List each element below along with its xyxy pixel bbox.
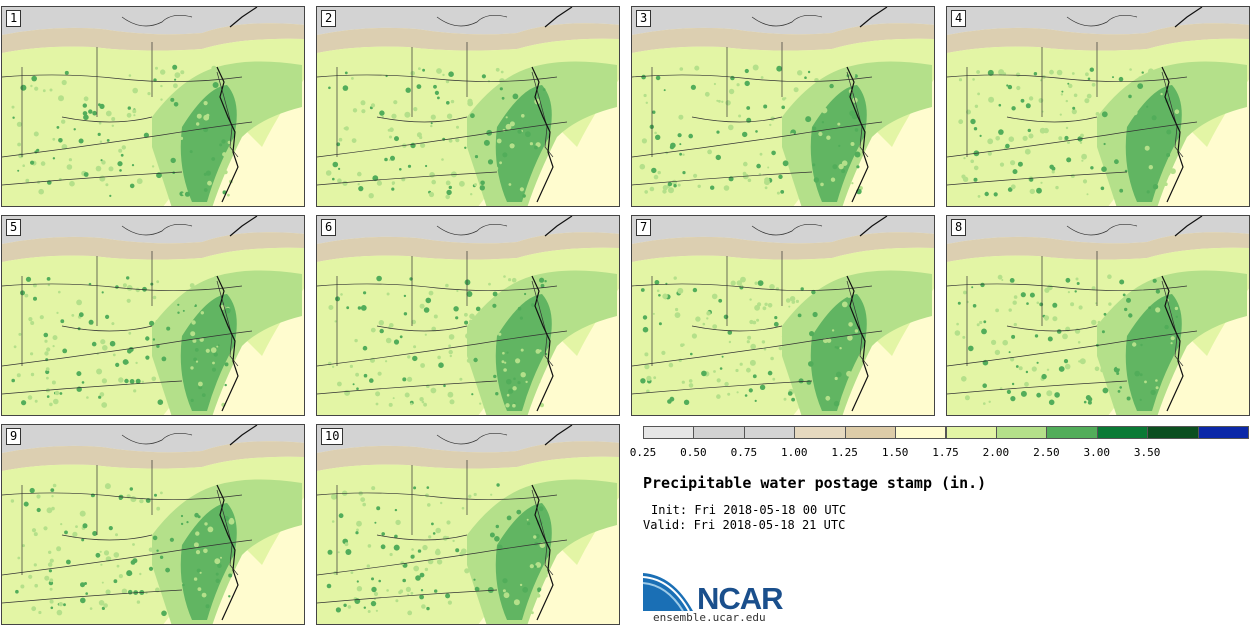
colorbar xyxy=(643,426,1249,440)
panel-number: 5 xyxy=(6,219,22,236)
colorbar-segment xyxy=(794,426,846,439)
colorbar-tick: 2.00 xyxy=(982,446,1010,459)
colorbar-segment xyxy=(1096,426,1149,439)
colorbar-segment xyxy=(693,426,745,439)
colorbar-tick: 3.00 xyxy=(1083,446,1111,459)
panel-number: 6 xyxy=(321,219,337,236)
colorbar-tick: 2.50 xyxy=(1033,446,1060,459)
panel-number: 3 xyxy=(636,10,652,27)
panel-number: 9 xyxy=(6,428,22,445)
map-panel-3: 3 xyxy=(631,6,935,207)
panel-number: 10 xyxy=(321,428,344,445)
precip-field xyxy=(947,7,1249,206)
valid-time: Valid: Fri 2018-05-18 21 UTC xyxy=(643,518,846,532)
map-panel-7: 7 xyxy=(631,215,935,416)
map-panel-9: 9 xyxy=(1,424,305,625)
map-panel-4: 4 xyxy=(946,6,1250,207)
map-panel-6: 6 xyxy=(316,215,620,416)
panel-number: 2 xyxy=(321,10,337,27)
precip-field xyxy=(2,425,304,624)
colorbar-tick: 3.50 xyxy=(1133,446,1161,459)
map-panel-8: 8 xyxy=(946,215,1250,416)
colorbar-tick: 0.50 xyxy=(680,446,707,459)
colorbar-tick: 1.50 xyxy=(881,446,909,459)
init-time: Init: Fri 2018-05-18 00 UTC xyxy=(651,503,847,517)
precip-field xyxy=(632,216,934,415)
panel-number: 4 xyxy=(951,10,967,27)
map-panel-5: 5 xyxy=(1,215,305,416)
ncar-wordmark: NCAR xyxy=(697,581,784,616)
panel-number: 1 xyxy=(6,10,22,27)
map-panel-10: 10 xyxy=(316,424,620,625)
precip-field xyxy=(317,425,619,624)
colorbar-tick: 1.00 xyxy=(781,446,808,459)
precip-field xyxy=(2,7,304,206)
colorbar-segment xyxy=(743,426,796,439)
colorbar-tick: 0.75 xyxy=(730,446,758,459)
map-panel-1: 1 xyxy=(1,6,305,207)
map-panel-2: 2 xyxy=(316,6,620,207)
precip-field xyxy=(2,216,304,415)
colorbar-segment xyxy=(1147,426,1199,439)
precip-field xyxy=(317,7,619,206)
colorbar-tick: 1.75 xyxy=(932,446,959,459)
colorbar-segment xyxy=(1046,426,1098,439)
colorbar-tick: 0.25 xyxy=(629,446,657,459)
panel-number: 7 xyxy=(636,219,652,236)
ncar-logo-icon xyxy=(643,573,693,612)
colorbar-tick: 1.25 xyxy=(831,446,858,459)
precip-field xyxy=(632,7,934,206)
colorbar-segment xyxy=(844,426,897,439)
precip-field xyxy=(317,216,619,415)
colorbar-segment xyxy=(1197,426,1249,439)
colorbar-segment xyxy=(895,426,947,439)
colorbar-segment xyxy=(995,426,1048,439)
colorbar-segment xyxy=(945,426,997,439)
panel-number: 8 xyxy=(951,219,967,236)
chart-title: Precipitable water postage stamp (in.) xyxy=(643,474,987,492)
ensemble-url: ensemble.ucar.edu xyxy=(653,611,766,624)
colorbar-segment xyxy=(643,426,695,439)
precip-field xyxy=(947,216,1249,415)
